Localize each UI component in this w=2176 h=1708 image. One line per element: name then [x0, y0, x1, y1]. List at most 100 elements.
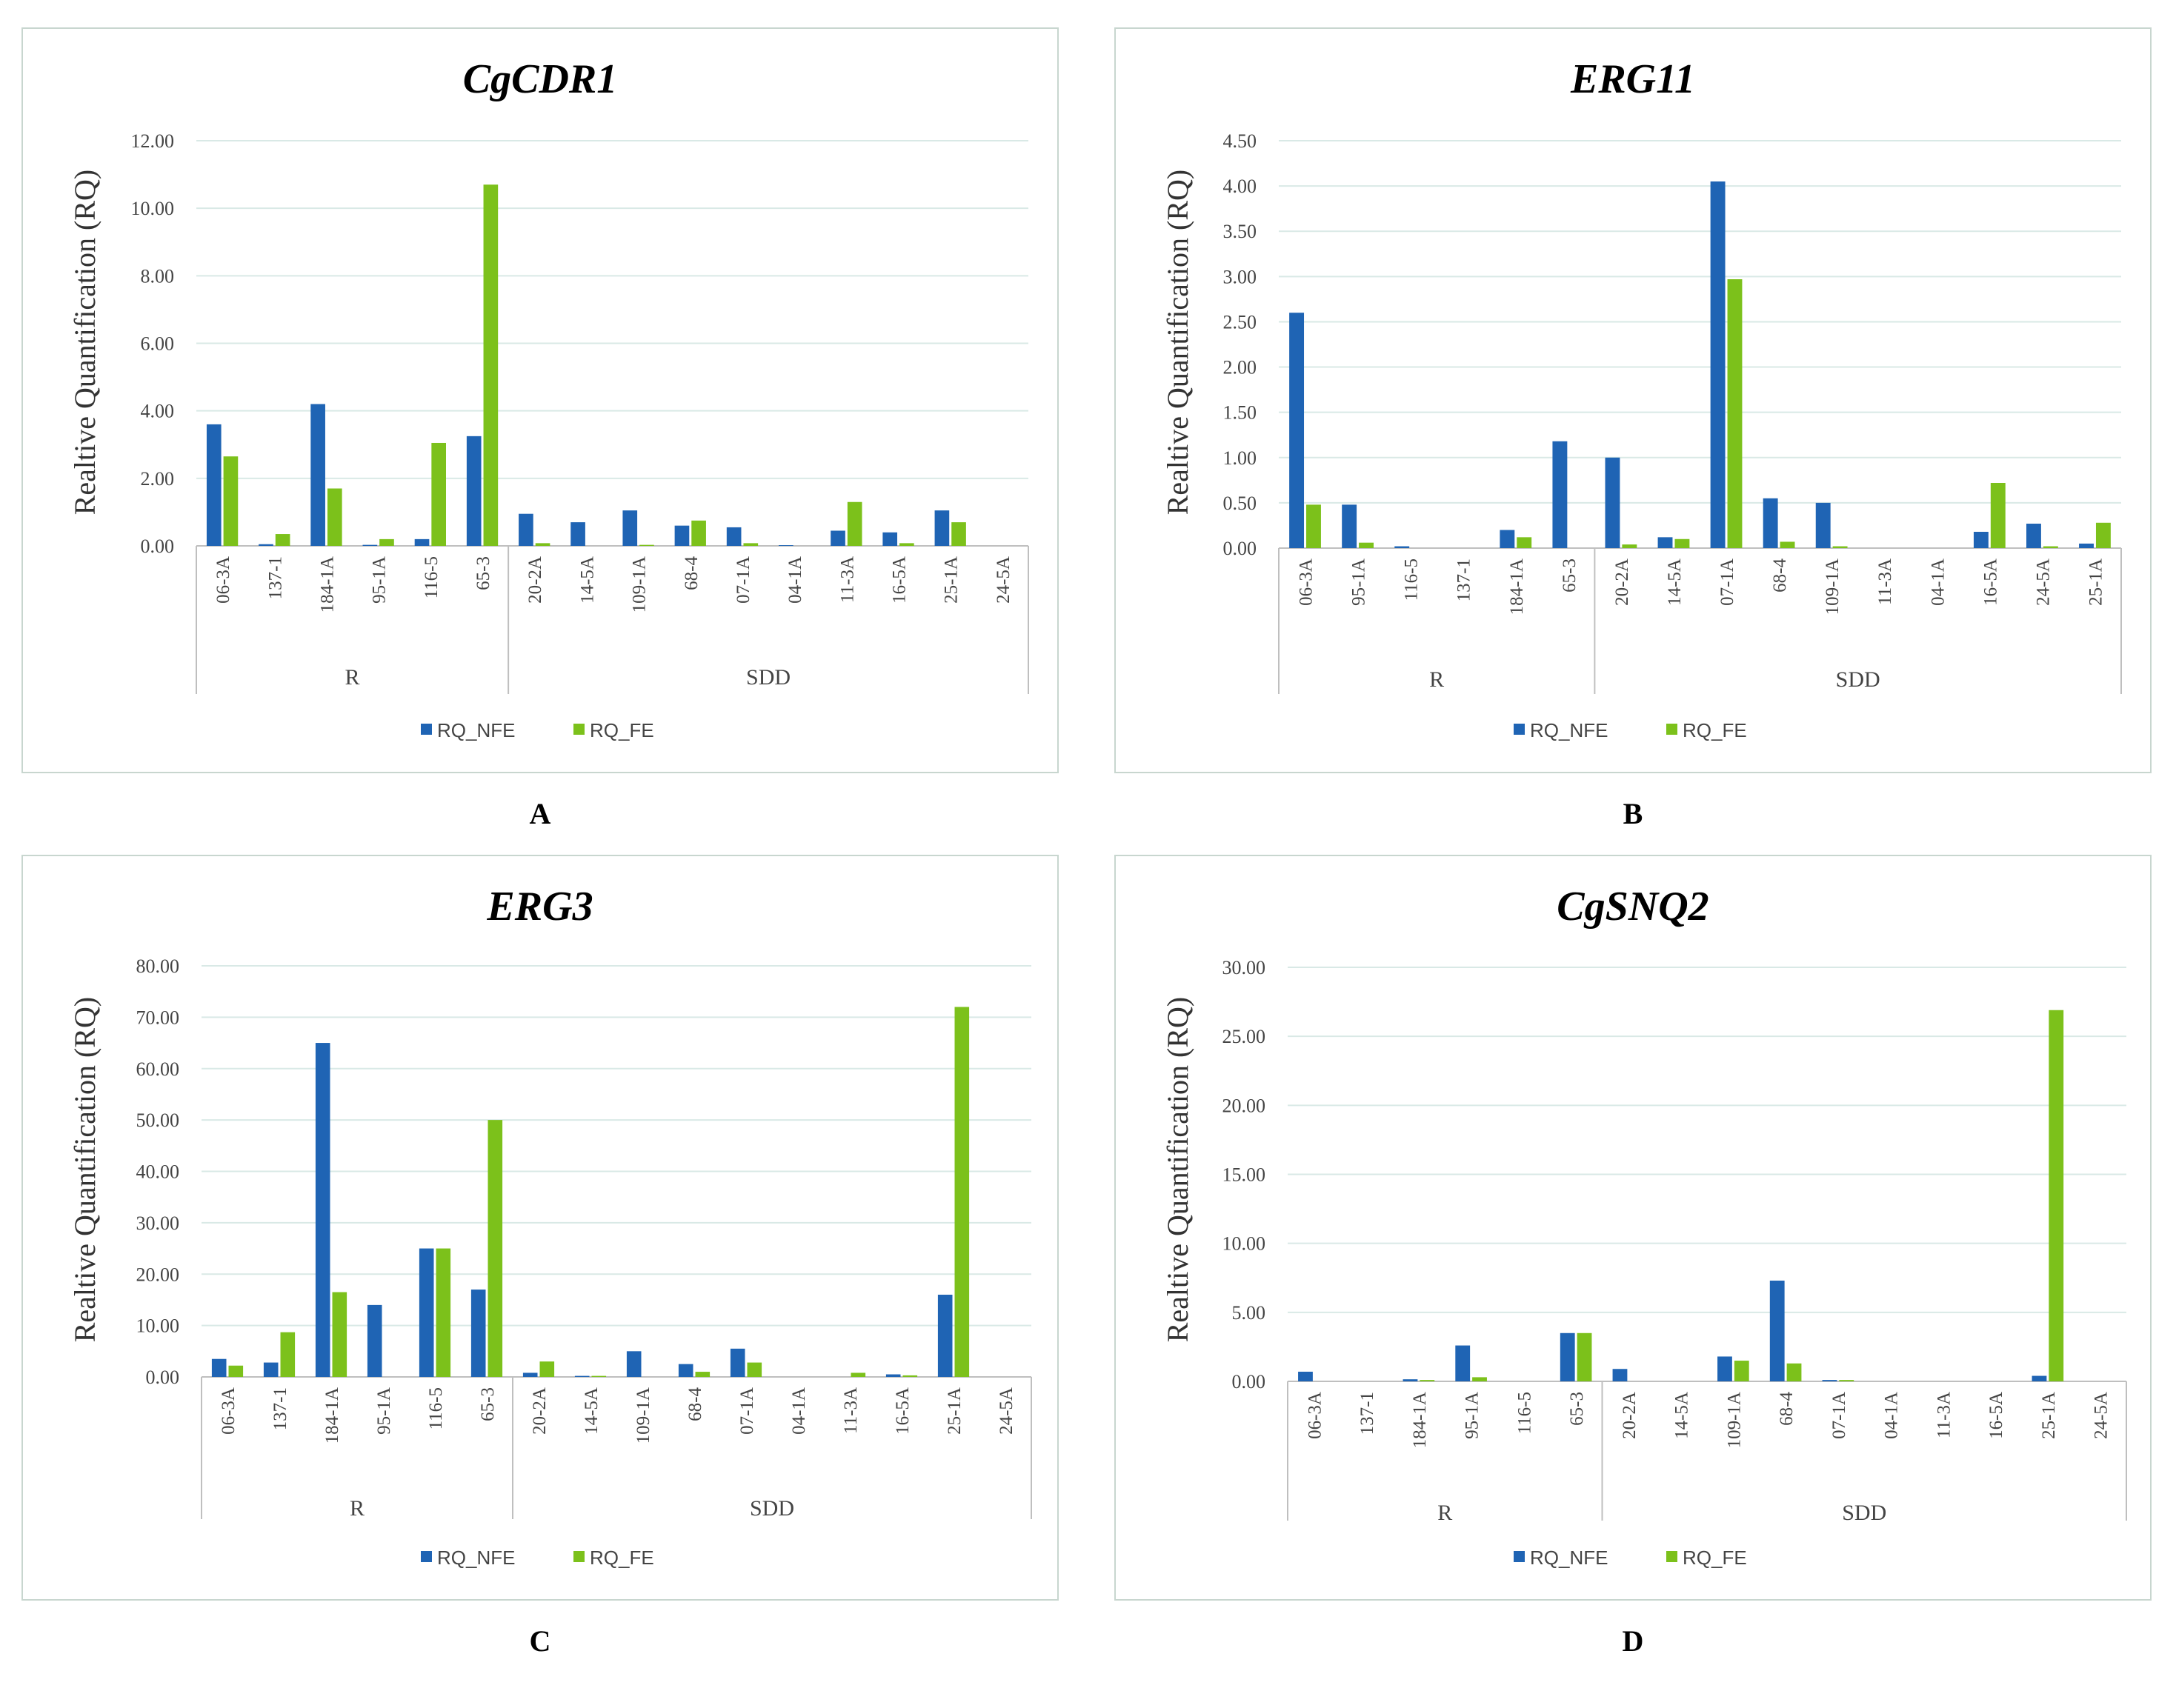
chart-frame [1114, 855, 2152, 1601]
x-tick-label: 184-1A [317, 556, 337, 613]
legend-swatch-fe [1666, 1551, 1677, 1562]
chart-panel-b: ERG11 Realtive Quantification (RQ) 0.000… [1114, 27, 2152, 830]
y-tick-label: 4.00 [141, 401, 175, 422]
y-tick-label: 10.00 [1222, 1233, 1266, 1255]
x-tick-label: 04-1A [789, 1387, 809, 1435]
bar-rq-nfe-14-5a [574, 1375, 590, 1377]
plot-area: 0.00 10.00 20.00 30.00 40.00 50.00 60.00 70.00 8… [136, 955, 1032, 1521]
bar-rq-fe-06-3a [223, 456, 239, 546]
y-tick-label: 80.00 [136, 955, 180, 977]
group-label: R [345, 665, 360, 690]
bar-rq-nfe-20-2a [1612, 1369, 1628, 1381]
bar-rq-nfe-116-5 [419, 1248, 434, 1377]
bar-rq-nfe-109-1a [1815, 502, 1831, 548]
chart-title: CgSNQ2 [1557, 884, 1708, 930]
x-tick-label: 16-5A [1986, 1392, 2006, 1439]
x-tick-label: 14-5A [577, 556, 597, 604]
x-tick-label: 04-1A [1882, 1392, 1902, 1439]
bar-rq-fe-68-4 [1786, 1363, 1802, 1381]
y-tick-label: 60.00 [136, 1058, 180, 1080]
bar-rq-fe-68-4 [1780, 541, 1795, 548]
x-tick-label: 65-3 [473, 556, 493, 590]
y-tick-label: 0.50 [1223, 493, 1257, 514]
x-tick-label: 06-3A [1297, 558, 1317, 606]
bar-rq-fe-65-3 [488, 1120, 503, 1377]
bar-rq-fe-07-1a [743, 543, 759, 546]
bar-rq-fe-20-2a [535, 543, 550, 546]
bar-rq-fe-137-1 [275, 534, 290, 546]
group-label: SDD [1836, 667, 1880, 692]
x-tick-label: 16-5A [890, 556, 910, 604]
bar-rq-nfe-68-4 [678, 1364, 693, 1377]
group-label: R [1429, 667, 1444, 692]
legend: RQ_NFE RQ_FE [421, 1547, 654, 1569]
legend-label-fe: RQ_FE [1683, 719, 1747, 741]
x-tick-label: 24-5A [994, 556, 1014, 604]
x-tick-label: 68-4 [1777, 1392, 1797, 1426]
x-tick-label: 04-1A [1928, 558, 1948, 606]
y-axis-label: Realtive Quantification (RQ) [68, 170, 102, 516]
x-tick-label: 95-1A [1463, 1392, 1483, 1439]
bar-rq-nfe-109-1a [1717, 1356, 1732, 1381]
bar-rq-fe-116-5 [431, 442, 446, 546]
bar-rq-fe-95-1a [1359, 542, 1374, 548]
plot-area: 0.00 5.00 10.00 15.00 20.00 25.00 30.00 R SDD 06-… [1222, 957, 2127, 1525]
bar-rq-nfe-20-2a [522, 1372, 538, 1377]
x-tick-label: 14-5A [1672, 1392, 1692, 1439]
bar-rq-nfe-25-1a [934, 510, 950, 546]
plot-area: 0.00 0.50 1.00 1.50 2.00 2.50 3.00 3.50 4.00 4.50… [1223, 130, 2122, 694]
y-tick-label: 20.00 [1222, 1095, 1266, 1116]
x-tick-label: 07-1A [1717, 558, 1737, 606]
y-tick-label: 4.00 [1223, 176, 1257, 197]
x-tick-label: 07-1A [1829, 1392, 1849, 1439]
bar-rq-nfe-25-1a [937, 1295, 953, 1377]
bar-rq-nfe-20-2a [519, 513, 533, 546]
y-tick-label: 20.00 [136, 1264, 180, 1285]
x-tick-label: 16-5A [1980, 558, 2000, 606]
bar-rq-fe-06-3a [1306, 504, 1321, 548]
y-tick-label: 0.00 [1223, 538, 1257, 559]
chart-frame [1114, 27, 2152, 773]
panel-label: A [530, 797, 551, 830]
x-tick-label: 25-1A [945, 1387, 965, 1435]
legend-swatch-nfe [1514, 1551, 1525, 1562]
x-tick-label: 116-5 [422, 556, 442, 598]
x-tick-label: 95-1A [1349, 558, 1369, 606]
x-tick-label: 04-1A [785, 556, 805, 604]
x-tick-label: 06-3A [1305, 1392, 1325, 1439]
bar-rq-nfe-184-1a [1403, 1379, 1418, 1381]
bar-rq-fe-07-1a [1839, 1380, 1854, 1381]
bar-rq-fe-109-1a [1734, 1361, 1749, 1381]
y-tick-label: 4.50 [1223, 130, 1257, 152]
bar-rq-nfe-06-3a [1298, 1371, 1313, 1381]
bar-rq-nfe-14-5a [1657, 537, 1673, 548]
x-tick-label: 24-5A [2033, 558, 2053, 606]
group-label: R [350, 1496, 365, 1521]
x-tick-label: 25-1A [2086, 558, 2106, 606]
bar-rq-nfe-68-4 [1763, 498, 1778, 548]
bar-rq-nfe-16-5a [882, 532, 898, 546]
bar-rq-nfe-04-1a [779, 545, 793, 546]
chart-panel-a: CgCDR1 Realtive Quantification (RQ) 0.00… [21, 27, 1059, 830]
x-tick-label: 184-1A [1507, 558, 1527, 615]
bar-rq-nfe-14-5a [570, 522, 585, 546]
y-tick-label: 50.00 [136, 1110, 180, 1131]
bar-rq-fe-20-2a [1622, 544, 1637, 548]
bar-rq-nfe-116-5 [1394, 546, 1410, 548]
bar-rq-nfe-65-3 [1560, 1332, 1575, 1381]
bar-rq-fe-68-4 [695, 1372, 711, 1377]
bar-rq-fe-184-1a [332, 1292, 347, 1377]
x-tick-label: 137-1 [265, 556, 285, 599]
x-tick-label: 116-5 [426, 1387, 446, 1430]
legend-swatch-nfe [1514, 724, 1525, 735]
bar-rq-nfe-11-3a [831, 530, 845, 546]
x-tick-label: 65-3 [478, 1387, 498, 1421]
y-tick-label: 2.50 [1223, 311, 1257, 333]
x-tick-label: 137-1 [1454, 558, 1474, 601]
y-tick-label: 25.00 [1222, 1026, 1266, 1047]
x-tick-label: 137-1 [1357, 1392, 1377, 1435]
bar-rq-nfe-68-4 [1769, 1280, 1785, 1381]
y-axis-label: Realtive Quantification (RQ) [68, 997, 102, 1343]
legend: RQ_NFE RQ_FE [1514, 1547, 1747, 1569]
